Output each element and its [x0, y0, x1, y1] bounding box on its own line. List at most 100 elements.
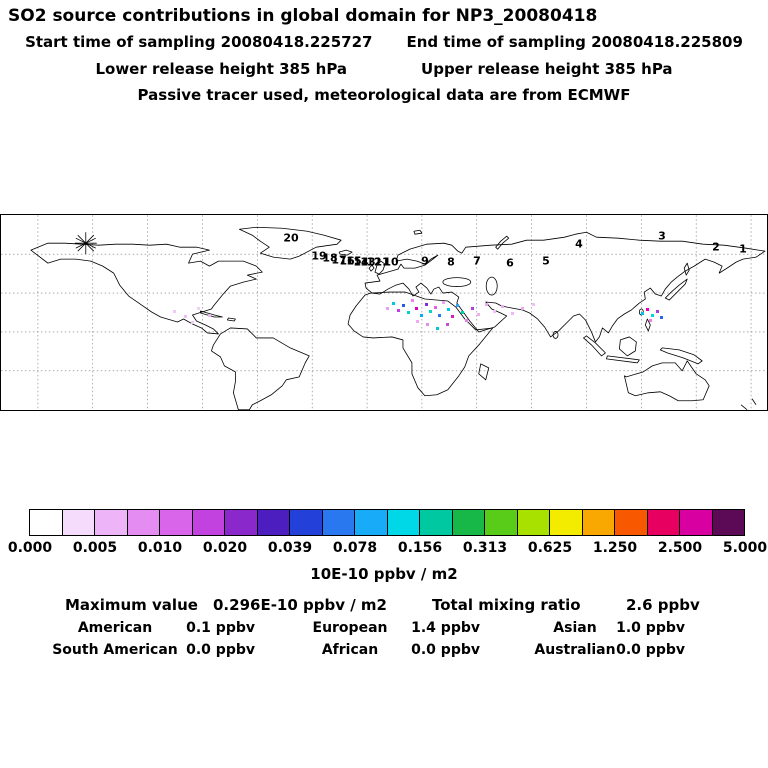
concentration-dot: [511, 312, 514, 315]
trajectory-point-label: 10: [383, 255, 399, 269]
concentration-dot: [501, 305, 504, 308]
concentration-dot: [402, 304, 405, 307]
colorbar-tick-label: 0.000: [7, 540, 53, 556]
coast-japan: [664, 278, 688, 301]
concentration-dot: [461, 311, 464, 314]
colorbar-cell: [615, 510, 648, 535]
colorbar-tick-label: 2.500: [657, 540, 703, 556]
concentration-dot: [425, 303, 428, 306]
colorbar-tick-label: 0.313: [462, 540, 508, 556]
coast-madagascar: [478, 363, 490, 381]
concentration-dot: [646, 308, 649, 311]
stats-row-1: American 0.1 ppbv European 1.4 ppbv Asian 1.0…: [0, 620, 768, 640]
region-name: European: [312, 620, 388, 636]
coast-philippines: [644, 318, 651, 332]
region-value: 1.4 ppbv: [411, 620, 480, 636]
coast-eurasia: [364, 231, 766, 343]
trajectory-point-label: 11: [374, 255, 390, 269]
region-name: Asian: [553, 620, 597, 636]
maximum-value-label: Maximum value: [65, 596, 198, 614]
trajectory-point-label: 5: [542, 254, 550, 268]
coast-south-america: [211, 327, 310, 410]
coast-new-zealand: [740, 398, 757, 410]
concentration-dot: [416, 320, 419, 323]
concentration-dot: [521, 307, 524, 310]
colorbar-cell: [420, 510, 453, 535]
concentration-dot: [392, 302, 395, 305]
colorbar-cell: [582, 510, 615, 535]
colorbar-cell: [517, 510, 550, 535]
tracer-info-line: Passive tracer used, meteorological data…: [0, 86, 768, 104]
map-gridlines: [1, 215, 767, 410]
colorbar-cell: [485, 510, 518, 535]
concentration-dot: [447, 308, 450, 311]
colorbar-tick-label: 0.156: [397, 540, 443, 556]
trajectory-point-label: 2: [712, 240, 720, 254]
lower-release-text: Lower release height 385 hPa: [95, 60, 348, 78]
concentration-dot: [434, 306, 437, 309]
concentration-dot: [477, 313, 480, 316]
total-mixing-ratio-value: 2.6 ppbv: [626, 596, 700, 614]
colorbar-cell: [452, 510, 485, 535]
trajectory-point-label: 16: [339, 254, 355, 268]
coast-sumatra: [583, 335, 606, 357]
colorbar-tick-label: 5.000: [722, 540, 768, 556]
coast-australia: [623, 360, 710, 402]
trajectory-point-label: 18: [322, 251, 338, 265]
trajectory-point-label: 4: [575, 237, 583, 251]
concentration-dot: [649, 319, 652, 322]
colorbar-cell: [680, 510, 713, 535]
trajectory-point-label: 12: [366, 255, 382, 269]
coast-north-america: [30, 242, 263, 335]
trajectory-point-label: 1: [739, 242, 747, 256]
colorbar-tick-label: 0.020: [202, 540, 248, 556]
colorbar-cell: [355, 510, 388, 535]
colorbar-cell: [62, 510, 95, 535]
concentration-dot: [493, 310, 496, 313]
total-mixing-ratio-label: Total mixing ratio: [432, 596, 581, 614]
trajectory-point-label: 3: [658, 229, 666, 243]
colorbar-tick-label: 0.078: [332, 540, 378, 556]
concentration-dot: [656, 310, 659, 313]
colorbar-cell: [712, 510, 744, 535]
concentration-dot: [471, 307, 474, 310]
upper-release-text: Upper release height 385 hPa: [421, 60, 673, 78]
region-value: 0.1 ppbv: [186, 620, 255, 636]
colorbar-cell: [160, 510, 193, 535]
trajectory-point-label: 19: [311, 249, 327, 263]
region-name: African: [321, 642, 379, 658]
concentration-dot: [456, 304, 459, 307]
coast-java: [606, 355, 640, 364]
caspian-sea: [485, 276, 498, 296]
release-heights-line: Lower release height 385 hPa Upper relea…: [0, 60, 768, 78]
colorbar-cell: [322, 510, 355, 535]
concentration-dot: [386, 307, 389, 310]
colorbar-units: 10E-10 ppbv / m2: [310, 565, 458, 583]
concentration-dot: [660, 316, 663, 319]
trajectory-point-label: 15: [346, 254, 362, 268]
concentration-dot: [407, 311, 410, 314]
stats-maximum-line: Maximum value 0.296E-10 ppbv / m2 Total …: [0, 596, 768, 616]
trajectory-point-label: 7: [473, 254, 481, 268]
region-name: Australian: [534, 642, 616, 658]
colorbar-cell: [95, 510, 128, 535]
concentration-dot: [485, 303, 488, 306]
concentration-dot: [451, 315, 454, 318]
coast-hispaniola: [227, 317, 236, 322]
colorbar: [29, 509, 745, 536]
stats-row-2: South American 0.0 ppbv African 0.0 ppbv Aus…: [0, 642, 768, 662]
concentration-dot: [438, 314, 441, 317]
concentration-dot: [208, 314, 211, 317]
coast-new-guinea: [659, 347, 703, 365]
colorbar-cell: [257, 510, 290, 535]
concentration-dot: [173, 310, 176, 313]
colorbar-tick-label: 1.250: [592, 540, 638, 556]
concentration-dot: [446, 323, 449, 326]
tracer-info-text: Passive tracer used, meteorological data…: [137, 86, 631, 104]
trajectory-point-label: 20: [283, 231, 299, 245]
colorbar-tick-label: 0.625: [527, 540, 573, 556]
colorbar-tick-label: 0.010: [137, 540, 183, 556]
sampling-times-line: Start time of sampling 20080418.225727 E…: [0, 33, 768, 51]
black-sea: [442, 277, 472, 287]
coast-africa: [347, 291, 494, 397]
